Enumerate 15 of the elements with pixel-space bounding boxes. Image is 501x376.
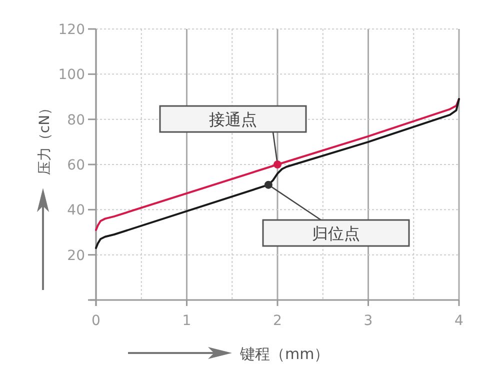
y-tick-label: 60 xyxy=(67,158,85,174)
x-tick-label: 2 xyxy=(273,313,282,329)
y-tick-label: 100 xyxy=(58,67,85,84)
x-axis-title: 键程（mm） xyxy=(239,345,330,363)
x-tick-label: 1 xyxy=(182,313,192,329)
y-tick-label: 40 xyxy=(67,202,85,219)
y-tick-label: 120 xyxy=(58,22,85,38)
x-tick-label: 3 xyxy=(364,313,373,329)
y-tick-label: 80 xyxy=(67,112,85,128)
annotation: 接通点 xyxy=(209,110,257,129)
x-tick-label: 4 xyxy=(454,313,464,329)
x-tick-label: 0 xyxy=(92,313,100,329)
y-tick-label: 20 xyxy=(67,248,85,264)
annotation: 归位点 xyxy=(312,224,360,243)
y-axis-title: 压力（cN） xyxy=(37,100,53,176)
